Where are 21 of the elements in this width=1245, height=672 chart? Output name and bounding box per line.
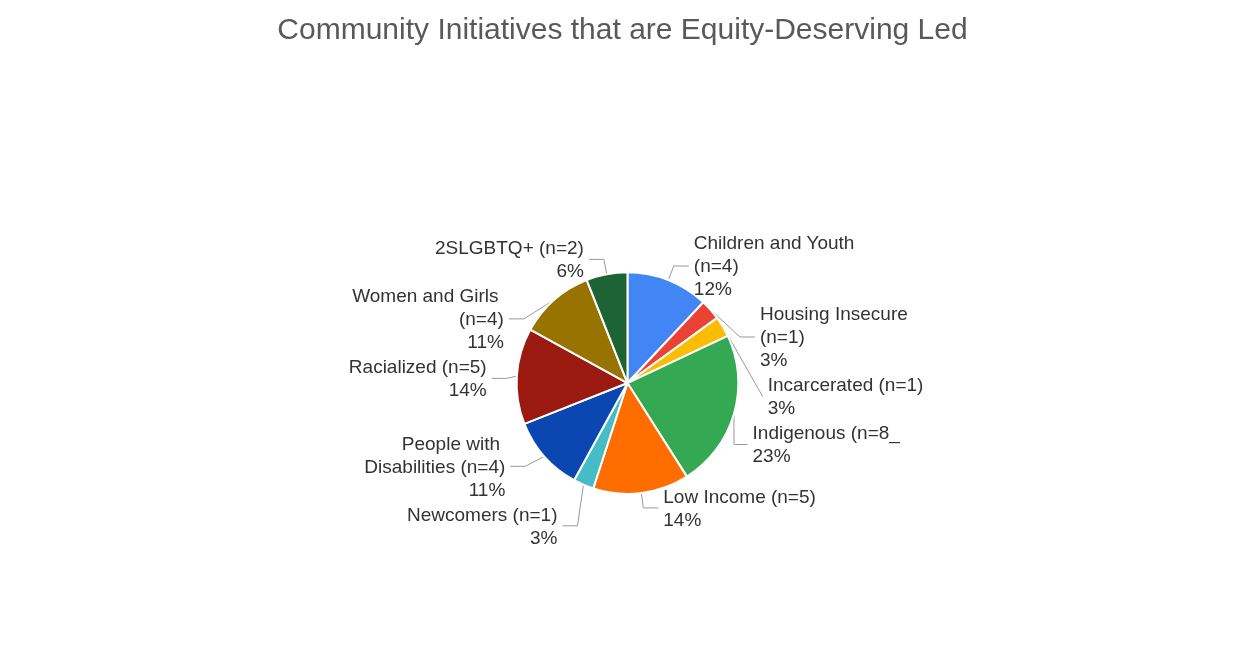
- data-label: 3%: [530, 526, 558, 548]
- slice-label: Incarcerated (n=1): [767, 374, 924, 396]
- chart-title: Community Initiatives that are Equity-Deserving Led: [277, 11, 968, 45]
- data-label: 3%: [759, 349, 788, 371]
- slice-label: Housing Insecure (n=1): [759, 303, 914, 348]
- data-label: 11%: [467, 331, 504, 353]
- data-label: 23%: [752, 445, 791, 467]
- slice-label: 2SLGBTQ+ (n=2): [434, 237, 584, 259]
- slice-label: People with Disabilities (n=4): [364, 432, 506, 477]
- data-label: 3%: [767, 397, 796, 419]
- data-label: 11%: [468, 478, 506, 500]
- slice-label: Women and Girls (n=4): [352, 285, 504, 330]
- slice-label: Racialized (n=5): [348, 356, 487, 378]
- slice-label: Children and Youth (n=4): [693, 232, 860, 277]
- data-label: 6%: [556, 260, 584, 282]
- slice-label: Indigenous (n=8_: [752, 422, 901, 445]
- data-label: 12%: [693, 278, 732, 300]
- data-label: 14%: [663, 508, 702, 530]
- slice-label: Newcomers (n=1): [407, 503, 558, 525]
- slice-label: Low Income (n=5): [663, 485, 816, 507]
- data-label: 14%: [448, 379, 487, 401]
